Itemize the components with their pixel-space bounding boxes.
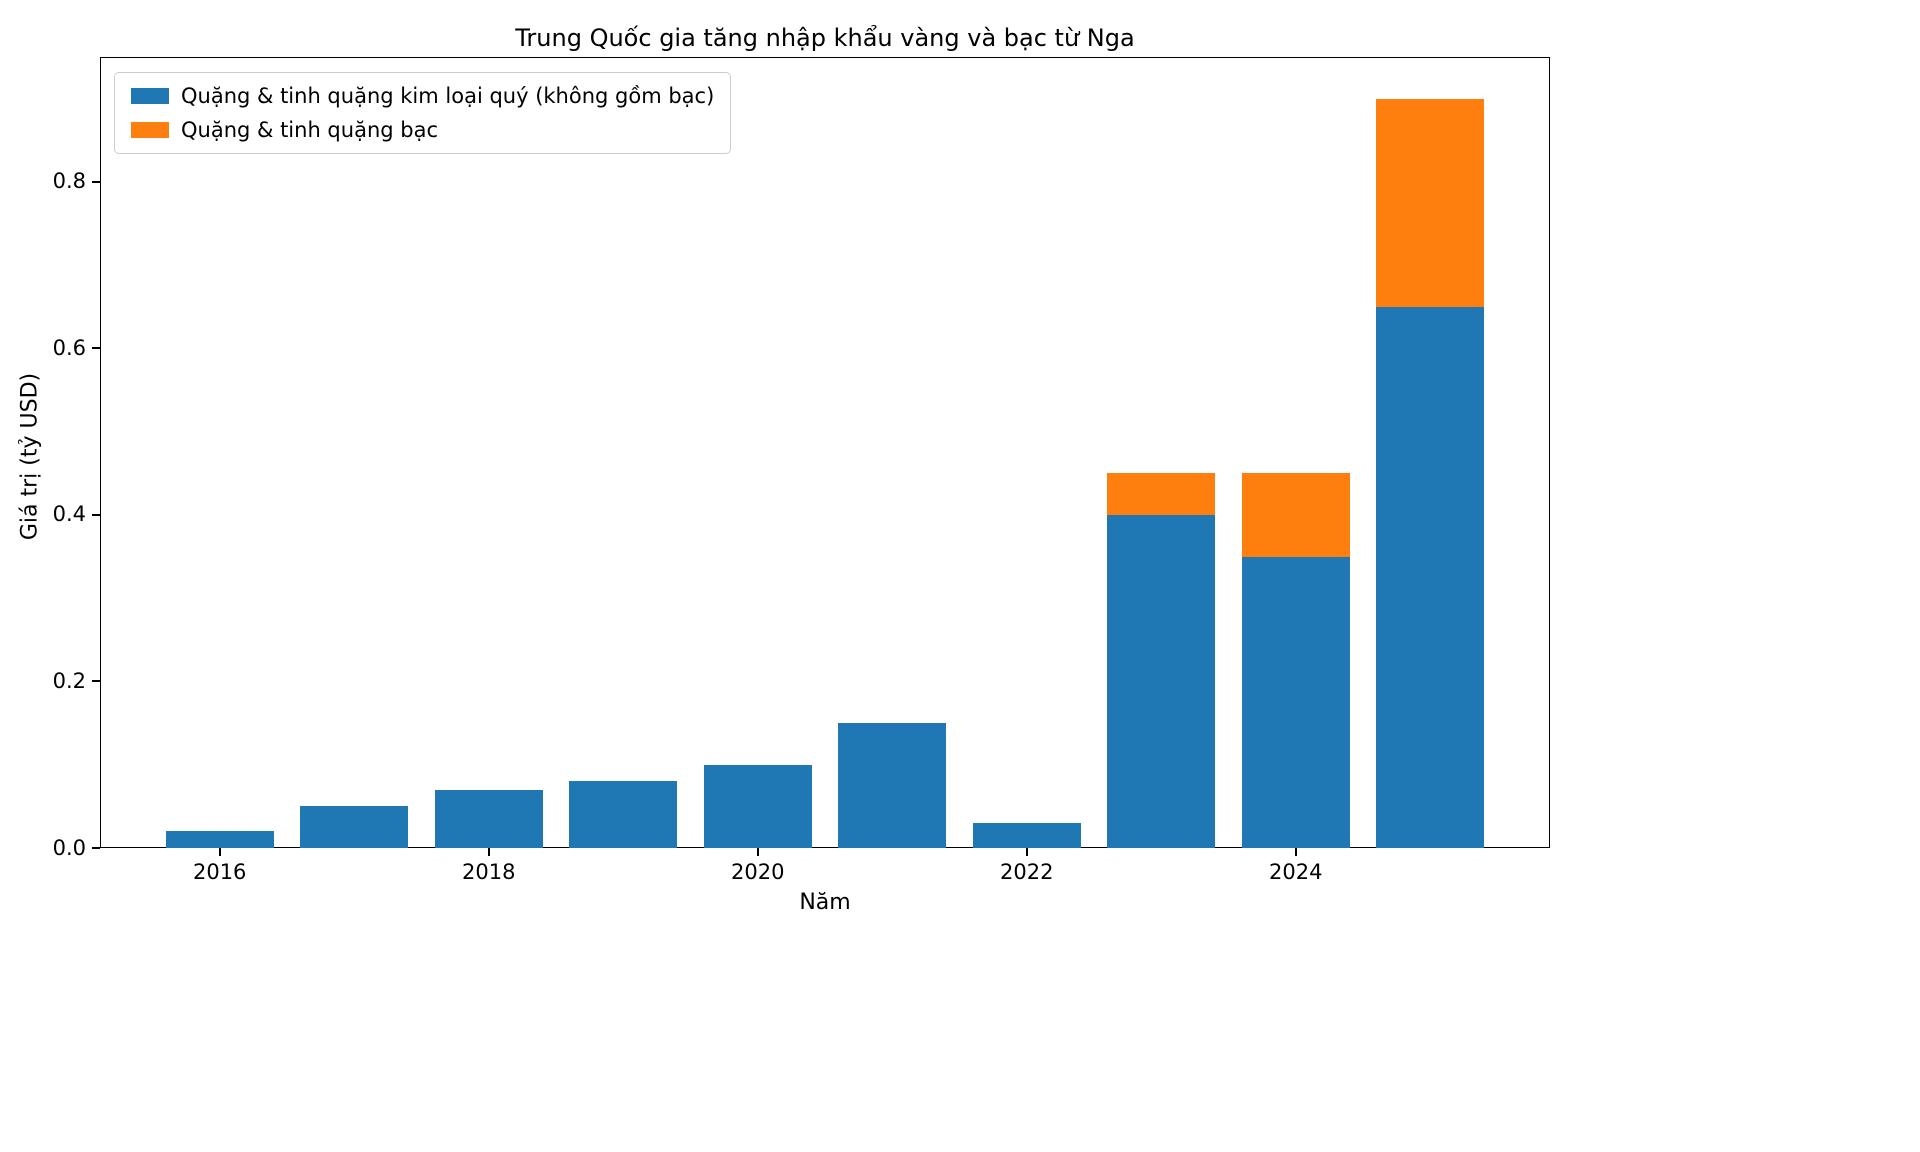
y-tick-mark (92, 513, 100, 516)
legend-label-silver-ores: Quặng & tinh quặng bạc (181, 118, 439, 142)
y-tick-label: 0.4 (52, 502, 86, 527)
x-tick-label: 2016 (192, 860, 247, 884)
x-tick-mark (487, 848, 490, 856)
y-tick-label: 0.8 (52, 169, 86, 194)
x-tick-label: 2020 (731, 860, 785, 884)
bar-segment-series0-2021 (838, 723, 947, 848)
bar-segment-series0-2025 (1376, 306, 1485, 848)
legend: Quặng & tinh quặng kim loại quý (không g… (114, 72, 732, 154)
y-tick-label: 0.0 (52, 835, 86, 860)
y-axis-label: Giá trị (tỷ USD) (17, 372, 43, 541)
bar-segment-series0-2020 (703, 764, 812, 848)
legend-swatch-silver-ores (131, 122, 169, 138)
bar-segment-series0-2017 (300, 806, 408, 848)
x-tick-mark (218, 848, 221, 856)
bar-segment-series0-2024 (1241, 556, 1350, 848)
y-tick-label: 0.2 (52, 668, 86, 693)
chart-title: Trung Quốc gia tăng nhập khẩu vàng và bạ… (515, 24, 1135, 52)
legend-label-precious-metal-ores: Quặng & tinh quặng kim loại quý (không g… (181, 84, 715, 108)
bar-segment-series0-2022 (972, 823, 1081, 848)
x-tick-mark (1025, 848, 1028, 856)
x-tick-mark (756, 848, 759, 856)
x-tick-mark (1294, 848, 1297, 856)
bar-segment-series0-2016 (165, 831, 274, 848)
y-tick-mark (92, 180, 100, 183)
y-tick-mark (92, 680, 100, 683)
bar-segment-series1-2023 (1107, 473, 1216, 515)
y-tick-mark (92, 847, 100, 849)
legend-row-precious-metal-ores: Quặng & tinh quặng kim loại quý (không g… (131, 84, 714, 108)
legend-row-silver-ores: Quặng & tinh quặng bạc (131, 118, 714, 142)
x-tick-label: 2022 (1000, 860, 1054, 884)
legend-swatch-precious-metal-ores (131, 88, 169, 104)
bar-segment-series0-2019 (569, 781, 678, 848)
x-axis-label: Năm (799, 890, 851, 915)
bar-segment-series1-2025 (1376, 98, 1485, 307)
bar-segment-series0-2023 (1107, 514, 1216, 848)
x-tick-label: 2018 (461, 860, 516, 884)
y-tick-mark (92, 347, 100, 350)
bar-segment-series0-2018 (434, 789, 543, 848)
x-tick-label: 2024 (1269, 860, 1323, 884)
y-tick-label: 0.6 (52, 335, 86, 360)
bar-segment-series1-2024 (1241, 473, 1350, 557)
